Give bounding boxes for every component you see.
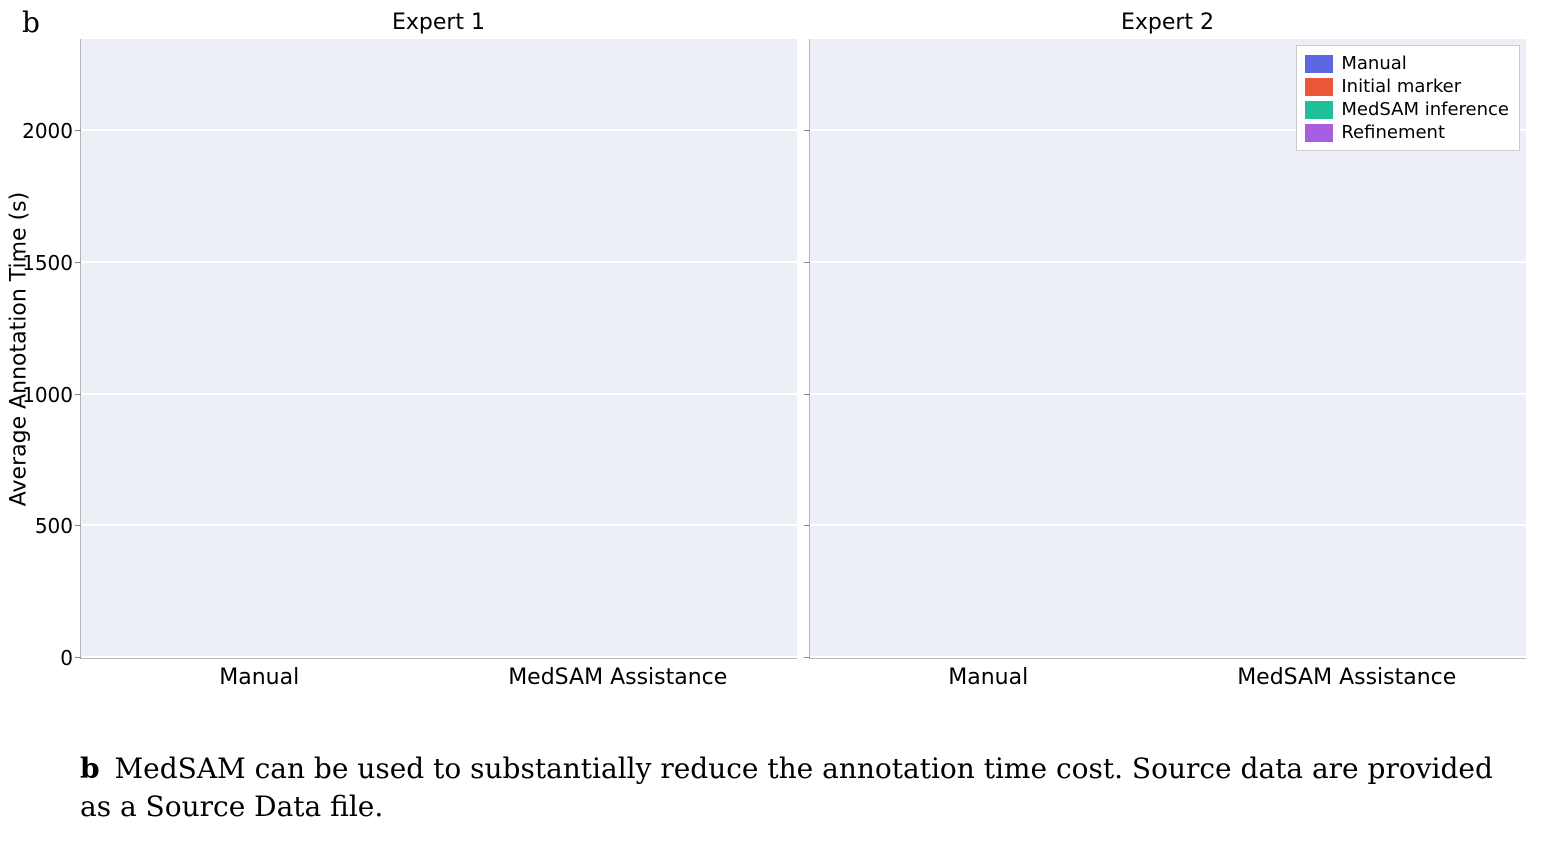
- x-axis-label: MedSAM Assistance: [1168, 665, 1527, 690]
- legend-swatch: [1305, 78, 1333, 96]
- legend-label: Refinement: [1341, 122, 1445, 143]
- x-axis-label: MedSAM Assistance: [439, 665, 798, 690]
- caption-text: MedSAM can be used to substantially redu…: [80, 752, 1493, 823]
- bar-slot: [810, 39, 1168, 658]
- panel-title: Expert 1: [80, 10, 797, 35]
- legend-label: Manual: [1341, 53, 1406, 74]
- y-axis-label: Average Annotation Time (s): [7, 191, 32, 505]
- y-tick-label: 2000: [22, 119, 81, 143]
- bars-row: [81, 39, 797, 658]
- plot-area: 0500100015002000Average Annotation Time …: [80, 39, 797, 659]
- y-tick-label: 0: [60, 646, 81, 670]
- legend: ManualInitial markerMedSAM inferenceRefi…: [1296, 45, 1520, 151]
- panel-title: Expert 2: [809, 10, 1526, 35]
- chart-panel: Expert 2ManualInitial markerMedSAM infer…: [809, 10, 1526, 690]
- legend-swatch: [1305, 101, 1333, 119]
- bar-slot: [439, 39, 797, 658]
- legend-label: MedSAM inference: [1341, 99, 1509, 120]
- y-tick-label: 500: [35, 514, 81, 538]
- legend-item: Refinement: [1305, 121, 1509, 144]
- chart-panel: Expert 1 0500100015002000Average Annotati…: [80, 10, 797, 690]
- plot-area: ManualInitial markerMedSAM inferenceRefi…: [809, 39, 1526, 659]
- legend-label: Initial marker: [1341, 76, 1461, 97]
- legend-item: Manual: [1305, 52, 1509, 75]
- x-axis-label: Manual: [809, 665, 1168, 690]
- x-labels: ManualMedSAM Assistance: [80, 665, 797, 690]
- bar-slot: [81, 39, 439, 658]
- x-labels: ManualMedSAM Assistance: [809, 665, 1526, 690]
- panel-label: b: [22, 6, 40, 39]
- panels-row: Expert 1 0500100015002000Average Annotati…: [80, 10, 1526, 690]
- caption-lead: b: [80, 752, 100, 785]
- figure-container: b Expert 1 0500100015002000Average Annota…: [0, 0, 1546, 844]
- figure-caption: b MedSAM can be used to substantially re…: [80, 750, 1506, 826]
- legend-swatch: [1305, 124, 1333, 142]
- legend-item: Initial marker: [1305, 75, 1509, 98]
- legend-swatch: [1305, 55, 1333, 73]
- legend-item: MedSAM inference: [1305, 98, 1509, 121]
- x-axis-label: Manual: [80, 665, 439, 690]
